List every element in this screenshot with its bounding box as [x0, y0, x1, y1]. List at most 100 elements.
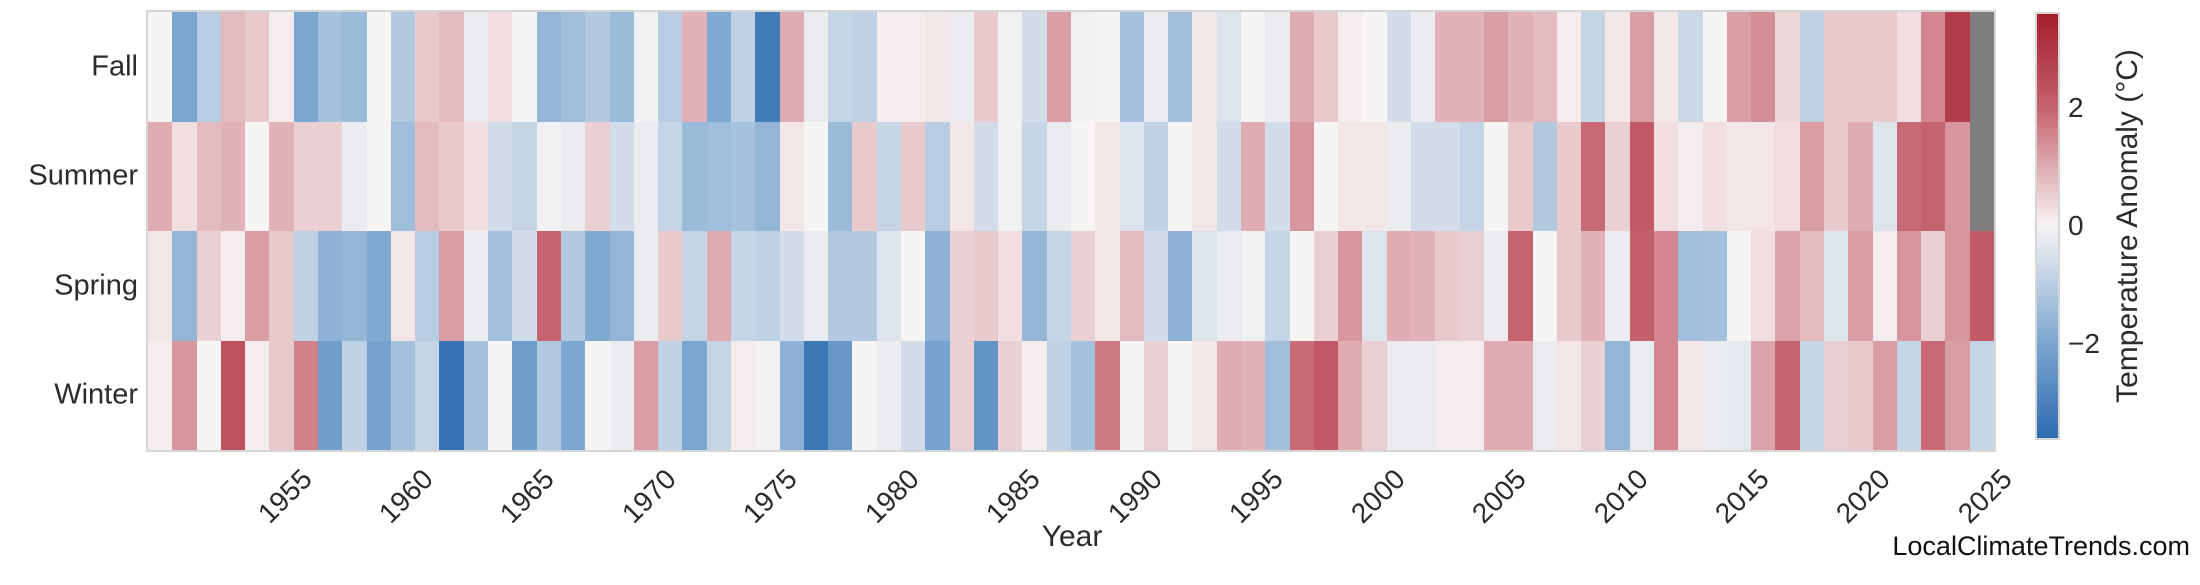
- heatmap-cell: [803, 340, 829, 450]
- heatmap-cell: [1216, 340, 1242, 450]
- heatmap-cell: [779, 231, 804, 341]
- heatmap-cell: [1629, 121, 1654, 231]
- heatmap-cell: [706, 12, 731, 122]
- heatmap-cell: [1532, 121, 1557, 231]
- watermark-text: LocalClimateTrends.com: [1892, 531, 2190, 561]
- heatmap-cell: [439, 231, 464, 341]
- heatmap-cell: [1241, 12, 1266, 122]
- heatmap-cell: [803, 121, 829, 231]
- x-axis-title: Year: [1041, 520, 1103, 553]
- heatmap-cell: [1411, 121, 1436, 231]
- heatmap-cell: [1799, 340, 1824, 450]
- heatmap-cell: [1119, 231, 1144, 341]
- heatmap-cell: [1532, 12, 1557, 122]
- heatmap-cell: [1872, 231, 1897, 341]
- heatmap-cell: [196, 12, 221, 122]
- heatmap-cell: [1143, 12, 1169, 122]
- heatmap-cell: [706, 340, 731, 450]
- heatmap-cell: [1386, 231, 1412, 341]
- heatmap-cell: [1071, 121, 1096, 231]
- heatmap-cell: [172, 12, 197, 122]
- heatmap-cell: [220, 231, 246, 341]
- heatmap-cell: [1872, 340, 1897, 450]
- heatmap-cell: [1192, 121, 1217, 231]
- heatmap-cell: [1945, 231, 1970, 341]
- heatmap-cell: [1483, 12, 1509, 122]
- heatmap-cell: [1848, 340, 1873, 450]
- heatmap-cell: [609, 12, 634, 122]
- heatmap-cell: [633, 340, 659, 450]
- row-label-winter: Winter: [54, 378, 138, 411]
- heatmap-cell: [1653, 12, 1679, 122]
- heatmap-cell: [1168, 340, 1193, 450]
- heatmap-cell: [415, 12, 440, 122]
- heatmap-cell: [658, 340, 683, 450]
- heatmap-cell: [1435, 12, 1460, 122]
- heatmap-cell: [1338, 340, 1363, 450]
- heatmap-cell: [1653, 340, 1679, 450]
- heatmap-cell: [1896, 231, 1922, 341]
- heatmap-cell: [1751, 12, 1776, 122]
- heatmap-cell: [1216, 121, 1242, 231]
- heatmap-cell: [828, 340, 853, 450]
- heatmap-cell: [196, 121, 221, 231]
- heatmap-cell: [488, 231, 513, 341]
- heatmap-cell: [1726, 121, 1752, 231]
- heatmap-cell: [512, 121, 537, 231]
- heatmap-cell: [1362, 12, 1387, 122]
- heatmap-cell: [148, 340, 173, 450]
- heatmap-cell: [876, 12, 901, 122]
- heatmap-cell: [1556, 231, 1582, 341]
- heatmap-cell: [390, 121, 416, 231]
- heatmap-cell: [196, 340, 221, 450]
- heatmap-cell: [439, 121, 464, 231]
- heatmap-cell: [949, 231, 974, 341]
- heatmap-cell: [1702, 231, 1727, 341]
- heatmap-cell: [1265, 231, 1290, 341]
- heatmap-cell: [1265, 12, 1290, 122]
- x-tick-label-1975: 1975: [737, 463, 804, 529]
- heatmap-cell: [245, 340, 270, 450]
- heatmap-cell: [1823, 340, 1849, 450]
- heatmap-cell: [973, 231, 999, 341]
- x-tick-label-1955: 1955: [251, 463, 318, 529]
- heatmap-cell: [609, 231, 634, 341]
- heatmap-cell: [488, 121, 513, 231]
- heatmap-cell: [439, 340, 464, 450]
- heatmap-cell: [512, 340, 537, 450]
- heatmap-cell: [852, 12, 877, 122]
- heatmap-cell: [633, 231, 659, 341]
- heatmap-cell: [245, 12, 270, 122]
- heatmap-cell: [390, 12, 416, 122]
- heatmap-cell: [706, 231, 731, 341]
- x-tick-label-2005: 2005: [1466, 463, 1532, 529]
- heatmap-cell: [1289, 231, 1314, 341]
- heatmap-cell: [1605, 340, 1630, 450]
- heatmap-grid: [146, 10, 1996, 452]
- heatmap-cell: [1969, 121, 1994, 231]
- heatmap-cell: [1265, 121, 1290, 231]
- heatmap-cell: [1751, 121, 1776, 231]
- heatmap-cell: [1581, 121, 1606, 231]
- heatmap-cell: [512, 231, 537, 341]
- heatmap-cell: [803, 12, 829, 122]
- heatmap-cell: [1192, 340, 1217, 450]
- heatmap-cell: [439, 12, 464, 122]
- heatmap-cell: [779, 340, 804, 450]
- heatmap-cell: [1362, 340, 1387, 450]
- heatmap-cell: [730, 340, 756, 450]
- heatmap-cell: [1848, 121, 1873, 231]
- heatmap-cell: [1046, 231, 1071, 341]
- heatmap-cell: [1241, 231, 1266, 341]
- heatmap-cell: [1775, 121, 1800, 231]
- x-tick-label-2000: 2000: [1344, 463, 1411, 529]
- heatmap-cell: [1702, 12, 1727, 122]
- heatmap-cell: [1265, 340, 1290, 450]
- heatmap-cell: [1969, 231, 1994, 341]
- heatmap-cell: [828, 12, 853, 122]
- heatmap-cell: [269, 340, 294, 450]
- x-tick-label-1985: 1985: [980, 463, 1047, 529]
- heatmap-cell: [852, 340, 877, 450]
- heatmap-cell: [1799, 12, 1824, 122]
